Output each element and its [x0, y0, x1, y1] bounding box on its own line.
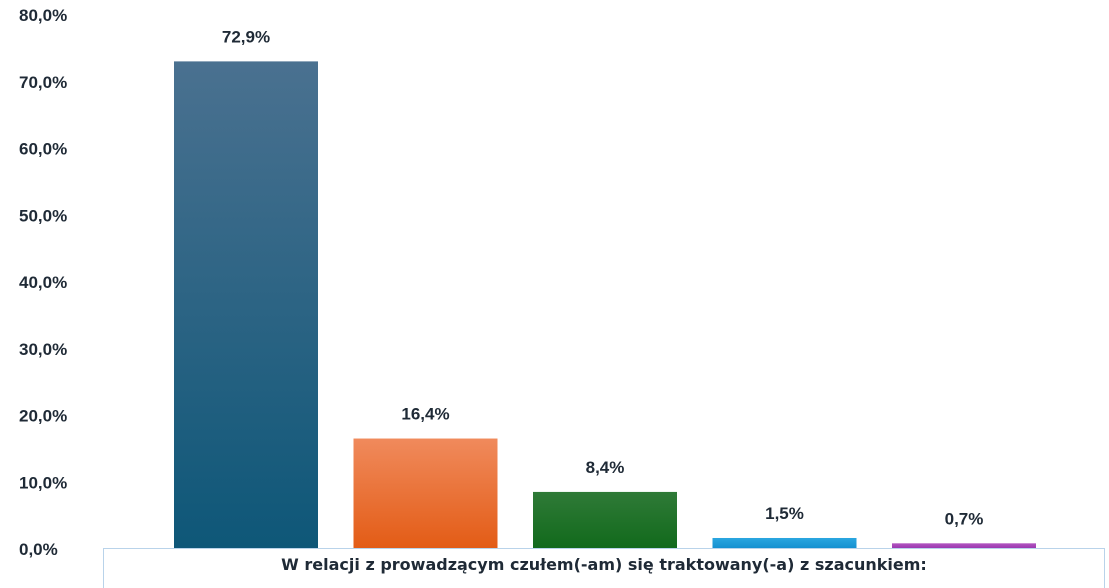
data-label-1: 72,9%: [222, 27, 270, 46]
y-tick-label: 50,0%: [19, 206, 67, 225]
data-label-5: 0,7%: [945, 509, 984, 528]
y-tick-label: 80,0%: [19, 6, 67, 25]
bar-4: [712, 537, 857, 548]
bar-5: [892, 543, 1036, 548]
bars: [174, 61, 1036, 549]
y-tick-label: 70,0%: [19, 73, 67, 92]
data-label-4: 1,5%: [765, 504, 804, 523]
y-axis: 0,0% 10,0% 20,0% 30,0% 40,0% 50,0% 60,0% 70,0% 8…: [19, 6, 67, 559]
y-tick-label: 60,0%: [19, 140, 67, 159]
y-tick-label: 20,0%: [19, 407, 67, 426]
bar-3: [533, 491, 677, 548]
x-axis-title-box: W relacji z prowadzącym czułem(-am) się …: [103, 548, 1105, 588]
bar-2: [353, 438, 498, 548]
bar-1: [174, 61, 318, 549]
y-tick-label: 0,0%: [19, 540, 58, 559]
data-label-2: 16,4%: [401, 405, 449, 424]
y-tick-label: 10,0%: [19, 473, 67, 492]
y-tick-label: 30,0%: [19, 340, 67, 359]
data-labels: 72,9% 16,4% 8,4% 1,5% 0,7%: [222, 27, 983, 528]
data-label-3: 8,4%: [586, 458, 625, 477]
x-axis-title: W relacji z prowadzącym czułem(-am) się …: [281, 555, 927, 574]
y-tick-label: 40,0%: [19, 273, 67, 292]
